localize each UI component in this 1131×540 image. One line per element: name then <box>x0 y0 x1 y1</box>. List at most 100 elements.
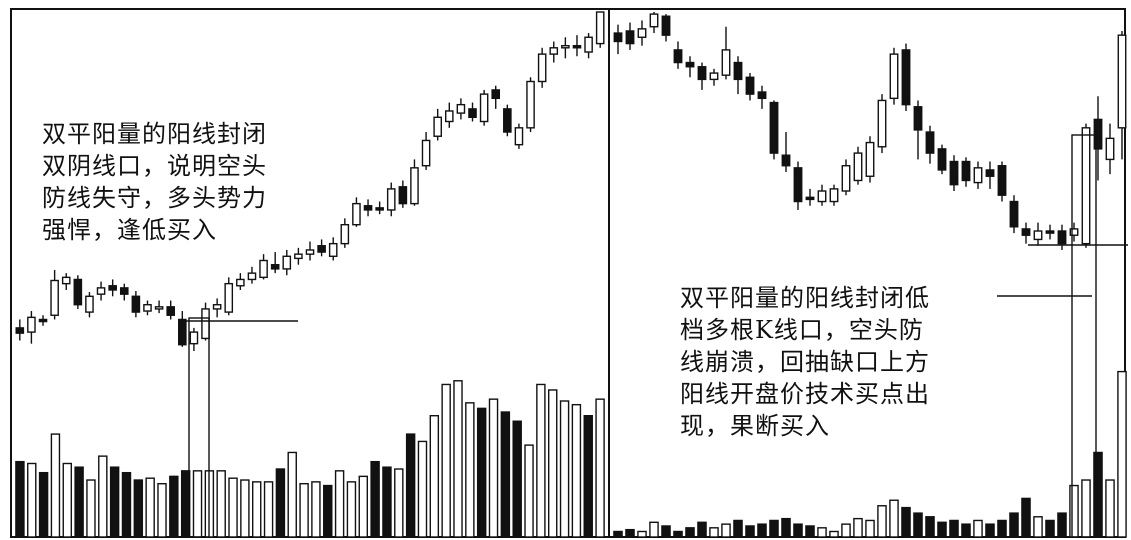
candle <box>985 161 995 189</box>
candle-body-down <box>901 49 911 106</box>
candle <box>433 108 442 141</box>
candle <box>537 47 547 88</box>
candle <box>889 47 899 105</box>
volume-bar <box>38 471 49 538</box>
candle <box>468 102 477 122</box>
candle <box>913 100 923 160</box>
volume-bar <box>133 479 144 538</box>
candle-body-down <box>913 106 923 131</box>
candle-body-down <box>108 285 117 291</box>
candle <box>514 123 524 149</box>
left-candles <box>15 11 605 352</box>
volume-bar <box>512 420 522 538</box>
volume-bar <box>997 519 1007 538</box>
candle <box>236 273 245 290</box>
right-highlight-box <box>1071 134 1097 538</box>
volume-bar <box>673 530 683 538</box>
candle-body-up <box>973 167 983 184</box>
candle-body-down <box>1045 230 1055 234</box>
candle-body-up <box>549 47 559 55</box>
volume-bar <box>841 523 851 538</box>
volume-bar <box>15 460 25 538</box>
candle <box>73 275 83 309</box>
candle <box>625 22 635 50</box>
candle <box>561 37 570 59</box>
volume-bar <box>169 475 179 538</box>
candle <box>189 327 199 352</box>
candle <box>340 218 350 248</box>
volume-bar <box>536 383 546 538</box>
volume-bar <box>311 481 321 538</box>
volume-bar <box>661 525 671 538</box>
candle <box>96 281 106 301</box>
volume-bar <box>275 468 286 538</box>
candle <box>212 298 222 318</box>
candle <box>1033 222 1043 246</box>
volume-bar <box>323 484 333 538</box>
volume-bar <box>793 523 803 538</box>
volume-bar <box>50 433 61 538</box>
candle <box>143 300 152 316</box>
candle-body-down <box>625 30 635 45</box>
volume-bar <box>985 523 995 538</box>
candle-body-up <box>212 304 222 310</box>
candle-body-down <box>363 205 373 211</box>
volume-bar <box>697 521 707 538</box>
candle <box>949 155 959 191</box>
candle <box>526 77 535 133</box>
candle-body-up <box>853 152 863 182</box>
left-annotation: 双平阳量的阳线封闭 双阴线口，说明空头 防线失守，多头势力 强悍，逢低买入 <box>42 120 267 244</box>
candle-body-down <box>961 160 971 182</box>
volume-bar <box>721 523 731 538</box>
candle-body-up <box>537 53 547 83</box>
candle <box>1093 96 1103 181</box>
candle-body-up <box>282 255 292 270</box>
volume-bar <box>524 444 534 538</box>
candle-body-up <box>584 36 593 53</box>
volume-bar <box>877 505 887 538</box>
candle-body-up <box>352 202 361 226</box>
candle-body-down <box>805 196 815 201</box>
candle-body-up <box>829 188 839 203</box>
right-annotation: 双平阳量的阳线封闭低 档多根K线口，空头防 线崩溃，回抽缺口上方 阳线开盘价技术… <box>680 284 930 440</box>
candle-body-up <box>595 11 605 45</box>
candle <box>595 11 605 48</box>
candle <box>1117 30 1127 160</box>
candle-body-down <box>757 91 767 100</box>
candle <box>853 146 863 185</box>
candle-body-up <box>514 127 524 146</box>
volume-bar <box>263 481 274 538</box>
candle <box>108 279 117 297</box>
candle-body-down <box>131 295 141 313</box>
left-highlight-box <box>188 317 210 538</box>
candle-body-down <box>793 167 803 203</box>
candle-body-up <box>1081 127 1091 245</box>
candle-body-down <box>697 66 707 81</box>
candle-body-up <box>259 259 268 279</box>
volume-bar <box>62 462 73 538</box>
volume-bar <box>595 398 605 538</box>
volume-bar <box>1045 519 1055 538</box>
candle <box>247 266 257 284</box>
candle <box>769 100 779 160</box>
candle <box>259 254 268 280</box>
volume-bar <box>1069 484 1079 538</box>
candle-body-up <box>841 165 851 192</box>
volume-bar <box>913 512 923 538</box>
volume-bar <box>571 403 582 538</box>
candle-body-up <box>386 188 396 211</box>
candle-body-up <box>96 287 106 295</box>
volume-bar <box>685 527 695 538</box>
candle-body-up <box>328 242 338 257</box>
candle-body-up <box>1117 34 1127 129</box>
candle-body-down <box>673 49 683 64</box>
volume-bar <box>733 519 743 538</box>
candle <box>997 161 1007 202</box>
candle-body-down <box>949 160 959 186</box>
volume-bar <box>74 466 84 538</box>
candle <box>352 197 361 227</box>
volume-bar <box>334 470 345 538</box>
candle <box>1057 224 1067 250</box>
volume-bar <box>583 415 593 538</box>
